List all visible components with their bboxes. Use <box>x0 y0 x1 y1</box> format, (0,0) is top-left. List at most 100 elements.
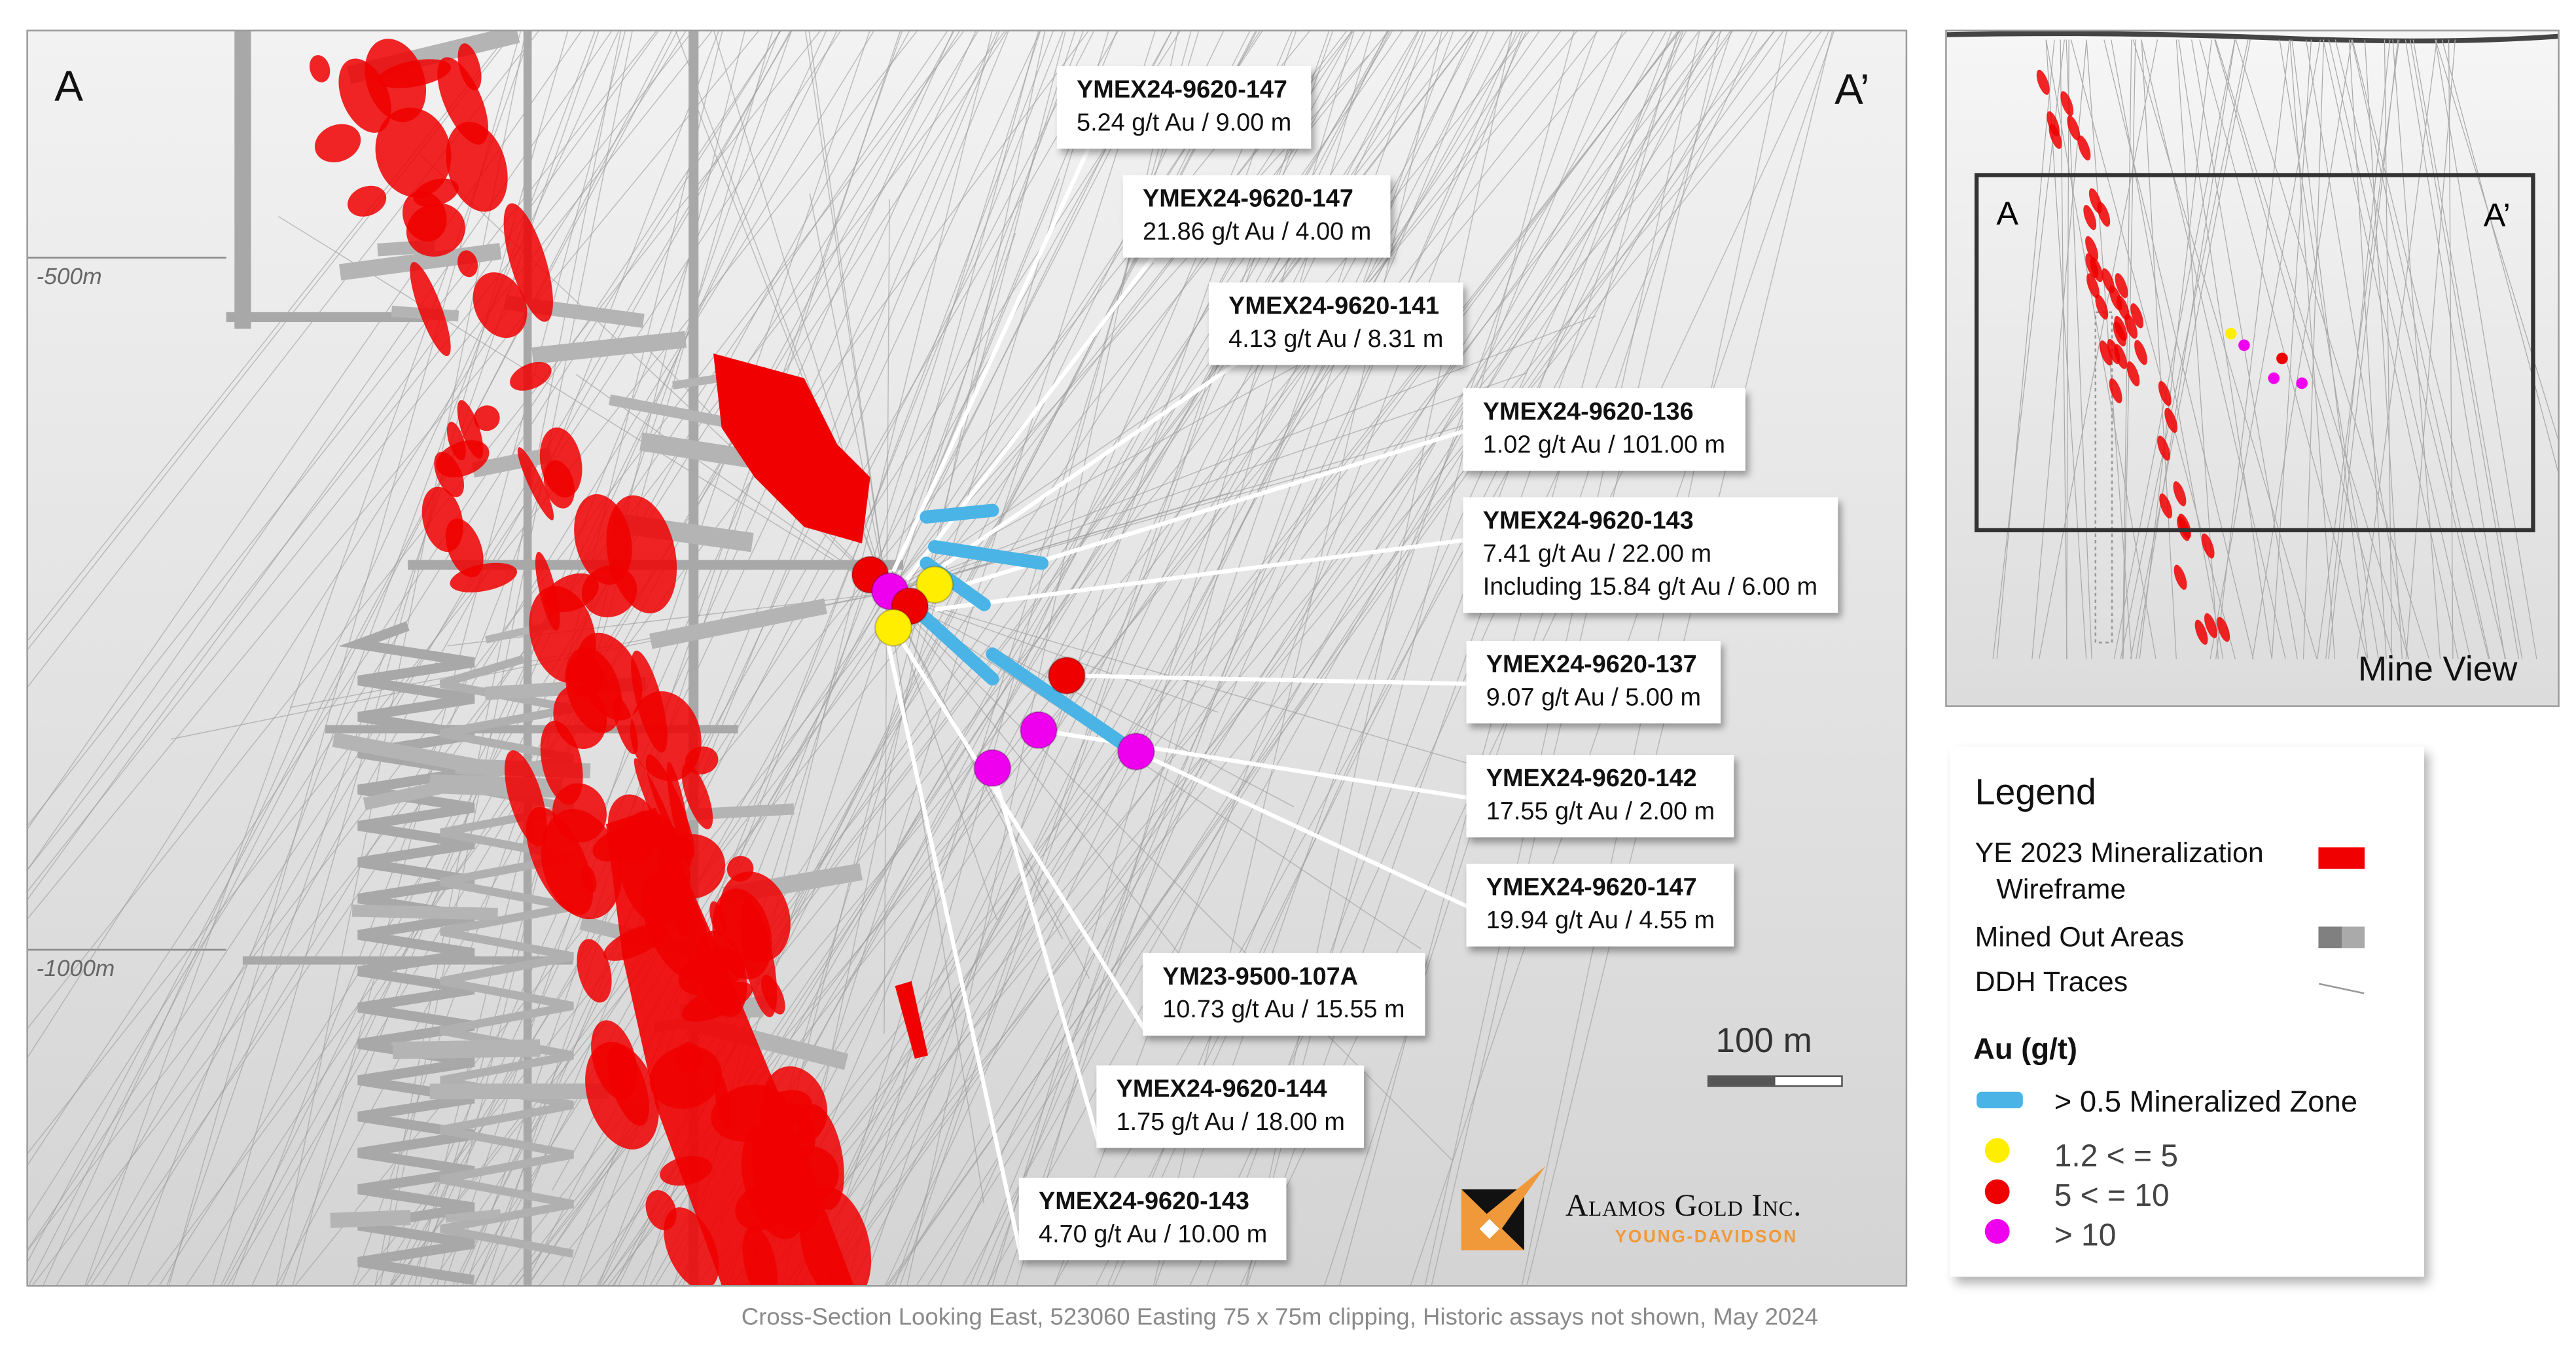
ddh-trace <box>490 31 1009 1285</box>
mineralization-wireframe <box>577 939 612 1003</box>
ddh-trace <box>2348 39 2387 659</box>
mined-out-area <box>445 1208 501 1223</box>
ddh-trace <box>27 31 613 870</box>
ddh-trace <box>916 31 1716 1285</box>
assay-grade-marker <box>2225 327 2237 340</box>
mineralization-wireframe <box>630 691 702 782</box>
ddh-trace <box>886 592 985 1204</box>
ddh-trace <box>1996 39 2055 659</box>
drill-intercept-callout: YM23-9500-107A 10.73 g/t Au / 15.55 m <box>1142 953 1425 1036</box>
callout-leader-line <box>883 628 1023 1254</box>
mined-out-area <box>330 1210 411 1228</box>
ddh-trace <box>27 31 693 870</box>
callout-assay: 4.13 g/t Au / 8.31 m <box>1228 325 1444 354</box>
surface-topography <box>1946 31 2558 44</box>
ddh-trace <box>27 31 759 919</box>
mined-out-area <box>392 1039 541 1059</box>
mineralization-wireframe <box>713 353 870 544</box>
ddh-trace <box>2136 39 2236 659</box>
ddh-trace <box>886 592 1452 1161</box>
mined-out-area <box>639 432 751 468</box>
drill-intercept-callout: YMEX24-9620-141 4.13 g/t Au / 8.31 m <box>1208 282 1463 365</box>
mine-view-graphic <box>1946 31 2558 659</box>
ddh-trace <box>2113 39 2236 659</box>
ddh-trace <box>2392 39 2441 659</box>
mineralization-wireframe <box>2164 407 2178 433</box>
ddh-trace <box>2328 39 2471 659</box>
ddh-trace <box>27 31 687 1058</box>
ddh-trace <box>886 199 890 593</box>
ddh-trace <box>292 31 626 1285</box>
ddh-trace <box>27 31 511 641</box>
logo-site-name: YOUNG-DAVIDSON <box>1615 1227 1798 1247</box>
ddh-trace <box>886 466 1338 594</box>
mineralization-wireframe <box>645 754 695 860</box>
ddh-trace <box>27 31 678 1262</box>
ddh-trace <box>575 374 887 594</box>
mineralization-wireframe <box>740 899 778 1017</box>
mineralization-wireframe <box>457 250 478 278</box>
ddh-trace <box>886 393 1183 594</box>
assay-grade-marker <box>2296 377 2308 390</box>
callout-hole-id: YMEX24-9620-147 <box>1077 76 1287 104</box>
ddh-trace <box>886 232 1016 594</box>
ddh-trace <box>731 31 1716 1285</box>
depth-label-500: -500m <box>36 263 102 289</box>
mineralization-wireframe <box>565 647 622 733</box>
callout-assay: 19.94 g/t Au / 4.55 m <box>1486 907 1715 935</box>
ddh-trace <box>168 31 522 1285</box>
depth-label-1000: -1000m <box>36 954 115 981</box>
callout-hole-id: YMEX24-9620-143 <box>1482 507 1694 535</box>
callout-hole-id: YM23-9500-107A <box>1162 962 1359 991</box>
callout-leader-line <box>1038 728 1469 800</box>
mineralization-wireframe <box>402 191 447 242</box>
assay-grade-marker <box>916 566 954 604</box>
mineralization-wireframe <box>434 452 465 498</box>
callout-assay: 10.73 g/t Au / 15.55 m <box>1162 996 1405 1025</box>
mineralization-wireframe <box>2086 273 2100 299</box>
ddh-trace <box>809 193 887 593</box>
mineralization-wireframe <box>2159 493 2173 518</box>
ddh-trace <box>28 31 672 1285</box>
mineralization-wireframe <box>375 107 452 198</box>
mineralization-wireframe <box>2109 285 2122 311</box>
callout-leader-line <box>891 626 1147 1030</box>
ddh-trace <box>886 592 1495 772</box>
mined-out-area <box>234 31 251 329</box>
mineralized-zone <box>927 540 1049 570</box>
ddh-trace <box>2351 39 2490 659</box>
ddh-trace <box>2139 39 2212 659</box>
ddh-trace <box>2441 39 2558 473</box>
mineralization-wireframe <box>2134 340 2147 365</box>
mineralization-wireframe <box>2124 314 2138 339</box>
mined-out-area <box>429 1083 609 1100</box>
mineralization-wireframe <box>2158 380 2172 407</box>
ddh-trace <box>2448 39 2454 659</box>
ddh-trace <box>886 315 1596 594</box>
mineralization-wireframe <box>2067 115 2081 141</box>
grade-mid-swatch <box>1984 1179 2010 1205</box>
ddh-trace <box>2409 39 2520 659</box>
mineralization-wireframe <box>681 763 713 829</box>
drill-intercept-callout: YMEX24-9620-144 1.75 g/t Au / 18.00 m <box>1096 1065 1365 1148</box>
drill-intercept-callout: YMEX24-9620-147 5.24 g/t Au / 9.00 m <box>1056 65 1312 149</box>
ddh-trace <box>277 215 887 594</box>
ddh-trace <box>2199 39 2368 659</box>
ddh-trace <box>825 31 1512 1285</box>
legend-mineralization-label-2: Wireframe <box>1996 873 2126 905</box>
mineralization-wireframe <box>2077 135 2091 161</box>
legend-grade-3: > 10 <box>2054 1219 2117 1254</box>
mineralization-wireframe <box>605 807 854 1285</box>
ddh-trace <box>407 31 998 1285</box>
drill-intercept-callout: YMEX24-9620-137 9.07 g/t Au / 5.00 m <box>1466 640 1721 724</box>
callout-assay: 17.55 g/t Au / 2.00 m <box>1486 797 1715 826</box>
section-label-a-prime: A’ <box>1834 64 1870 115</box>
ddh-trace <box>2178 39 2272 659</box>
legend-mineralization-label: YE 2023 Mineralization <box>1975 837 2264 869</box>
drill-intercept-callout: YMEX24-9620-136 1.02 g/t Au / 101.00 m <box>1463 388 1745 471</box>
scale-bar <box>1707 1075 1843 1087</box>
mineralization-wireframe <box>2097 202 2111 227</box>
ddh-trace <box>736 31 1776 1285</box>
ddh-trace <box>221 31 838 1285</box>
ddh-trace <box>1992 39 2065 659</box>
